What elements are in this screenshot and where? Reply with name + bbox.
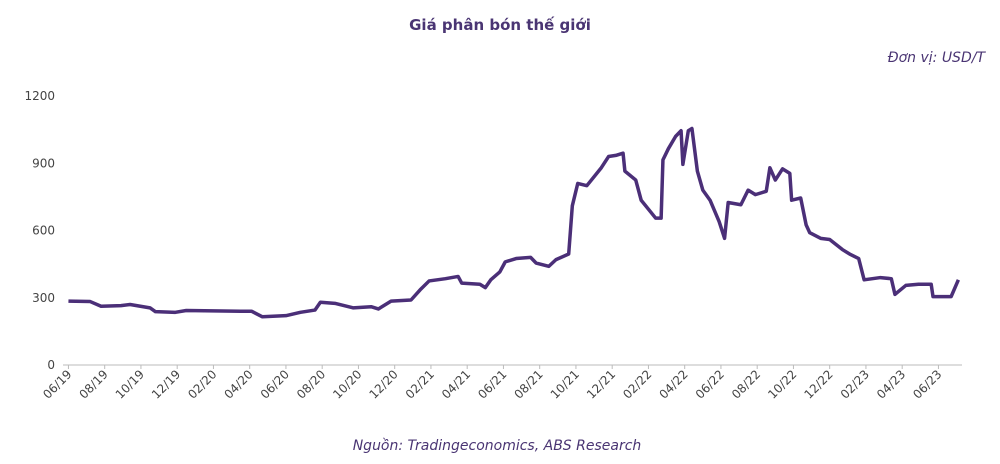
x-tick-label: 12/19 — [149, 367, 183, 401]
x-tick-label: 10/22 — [765, 367, 799, 401]
x-tick-label: 10/20 — [330, 367, 364, 401]
x-tick-label: 04/23 — [874, 367, 908, 401]
x-tick-label: 02/22 — [620, 367, 654, 401]
unit-label: Đơn vị: USD/T — [888, 50, 987, 66]
x-tick-label: 08/21 — [511, 367, 545, 401]
y-tick-label: 600 — [32, 224, 55, 238]
x-tick-label: 06/23 — [910, 367, 944, 401]
x-tick-label: 08/22 — [729, 367, 763, 401]
x-tick-label: 10/19 — [113, 367, 147, 401]
x-tick-label: 06/20 — [258, 367, 292, 401]
x-tick-label: 12/21 — [584, 367, 618, 401]
y-tick-label: 1200 — [24, 89, 55, 103]
chart-title: Giá phân bón thế giới — [409, 15, 591, 34]
y-tick-label: 0 — [47, 358, 55, 372]
x-tick-label: 04/21 — [439, 367, 473, 401]
y-tick-label: 900 — [32, 156, 55, 170]
x-tick-label: 12/22 — [801, 367, 835, 401]
x-tick-label: 02/21 — [403, 367, 437, 401]
x-tick-label: 02/23 — [838, 367, 872, 401]
x-tick-label: 04/22 — [656, 367, 690, 401]
x-tick-label: 10/21 — [548, 367, 582, 401]
x-tick-label: 06/19 — [40, 367, 74, 401]
y-tick-label: 300 — [32, 291, 55, 305]
x-tick-label: 06/22 — [693, 367, 727, 401]
price-line — [68, 126, 960, 319]
x-tick-label: 04/20 — [221, 367, 255, 401]
x-tick-label: 02/20 — [185, 367, 219, 401]
source: Nguồn: Tradingeconomics, ABS Research — [353, 437, 642, 454]
x-tick-label: 12/20 — [366, 367, 400, 401]
x-tick-label: 08/19 — [76, 367, 110, 401]
x-tick-label: 06/21 — [475, 367, 509, 401]
x-tick-label: 08/20 — [294, 367, 328, 401]
